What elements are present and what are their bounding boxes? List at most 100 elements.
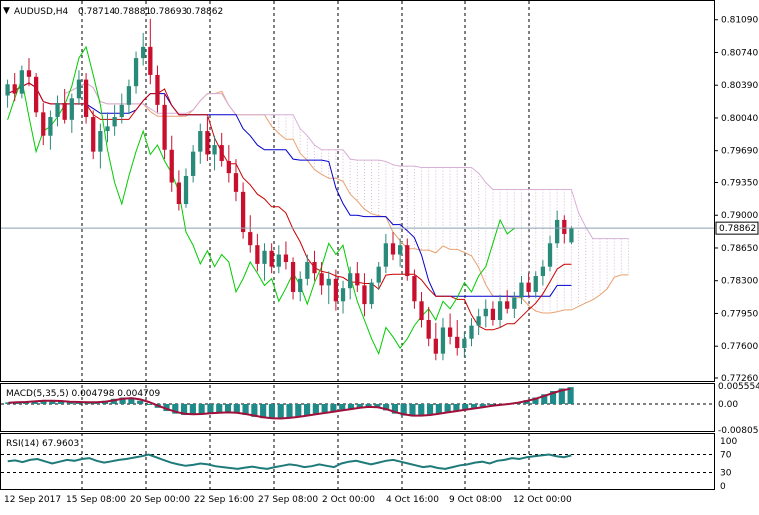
bullish-candle-body [76,79,82,99]
bullish-candle-body [69,98,74,120]
bullish-candle-body [55,102,60,118]
bullish-candle-body [298,278,303,292]
macd-histogram-bar [295,403,302,417]
macd-histogram-bar [66,402,73,404]
ohlc-low: 0.78693 [150,7,187,17]
macd-histogram-bar [374,403,381,408]
bearish-candle-body [419,301,424,321]
price-tick-label: 0.80040 [721,114,758,124]
bearish-candle-body [405,245,410,277]
macd-histogram-bar [172,403,179,414]
macd-histogram-bar [128,398,135,404]
bullish-candle-body [397,245,403,255]
bullish-candle-body [512,297,517,309]
bearish-candle-body [526,282,531,292]
ohlc-high: 0.78881 [114,7,151,17]
price-tick-label: 0.81090 [721,16,758,26]
price-tick-label: 0.80390 [721,81,758,91]
macd-histogram-bar [541,394,548,404]
macd-histogram-bar [145,403,153,405]
macd-histogram-bar [312,403,319,414]
bearish-candle-body [319,273,324,286]
bearish-candle-body [433,338,438,354]
bearish-candle-body [412,276,417,302]
bearish-candle-body [269,250,274,267]
ohlc-close: 0.78862 [186,7,223,17]
bullish-candle-body [48,117,53,136]
x-tick-label: 12 Sep 2017 [4,495,61,505]
bullish-candle-body [133,58,139,87]
x-tick-label: 12 Oct 00:00 [513,495,572,505]
price-tick-label: 0.77950 [721,309,758,319]
bearish-candle-body [41,112,46,136]
bullish-candle-body [476,316,481,326]
x-tick-label: 2 Oct 00:00 [322,495,375,505]
rsi-line [7,453,572,470]
macd-histogram-bar [470,403,478,408]
bullish-candle-body [555,219,560,244]
bullish-candle-body [198,131,203,152]
price-tick-label: 0.78650 [721,244,758,254]
macd-histogram-bar [383,403,390,411]
macd-histogram-bar [277,403,284,419]
macd-histogram-bar [567,387,574,404]
macd-histogram-bar [418,403,425,416]
rsi-tick-label: 0 [720,482,726,492]
bullish-candle-body [376,266,381,283]
bullish-candle-body [326,278,331,286]
bullish-candle-body [305,262,310,279]
macd-histogram-bar [400,403,407,416]
ichimoku-span-b-line [64,82,629,240]
price-tick-label: 0.79000 [721,211,758,221]
bullish-candle-body [497,301,503,321]
bearish-candle-body [205,131,210,155]
bullish-candle-body [348,273,353,289]
bearish-candle-body [312,262,317,274]
bullish-candle-body [19,70,24,94]
current-price-tag [715,221,759,235]
bearish-candle-body [91,117,96,152]
rsi-tick-label: 100 [720,437,737,447]
bearish-candle-body [162,104,167,150]
rsi-tick-label: 70 [720,451,732,461]
x-tick-label: 9 Oct 08:00 [449,495,502,505]
macd-histogram-bar [49,400,56,404]
macd-histogram-bar [435,403,442,414]
macd-histogram-bar [75,402,82,404]
macd-signal-line [8,387,571,420]
bearish-candle-body [240,191,246,233]
bullish-candle-body [262,250,267,264]
bearish-candle-body [26,70,32,77]
bearish-candle-body [155,74,160,105]
macd-histogram-bar [224,403,232,413]
price-tick-label: 0.77600 [721,342,758,352]
macd-histogram-bar [137,400,144,404]
macd-histogram-bar [347,403,355,409]
macd-histogram-bar [549,391,557,404]
bearish-candle-body [83,79,89,118]
bullish-candle-body [383,243,388,267]
chart-title-arrow: ▼ [3,6,10,16]
macd-histogram-bar [479,403,486,407]
bullish-candle-body [5,84,10,96]
bearish-candle-body [226,160,231,174]
current-price-label: 0.78862 [719,224,756,234]
macd-histogram-bar [251,403,258,417]
macd-histogram-bar [444,403,451,412]
bullish-candle-body [212,145,217,155]
macd-histogram-bar [391,403,398,414]
x-tick-label: 22 Sep 16:00 [194,495,254,505]
bullish-candle-body [519,282,524,298]
bearish-candle-body [355,273,360,286]
bullish-candle-body [369,282,374,305]
bullish-candle-body [483,308,488,317]
macd-histogram-bar [58,401,65,404]
macd-histogram-bar [453,403,460,411]
macd-histogram-bar [365,403,372,407]
macd-histogram-bar [356,403,363,408]
bearish-candle-body [233,173,239,192]
bullish-candle-body [191,151,196,176]
bearish-candle-body [255,245,260,264]
macd-histogram-bar [532,397,539,404]
